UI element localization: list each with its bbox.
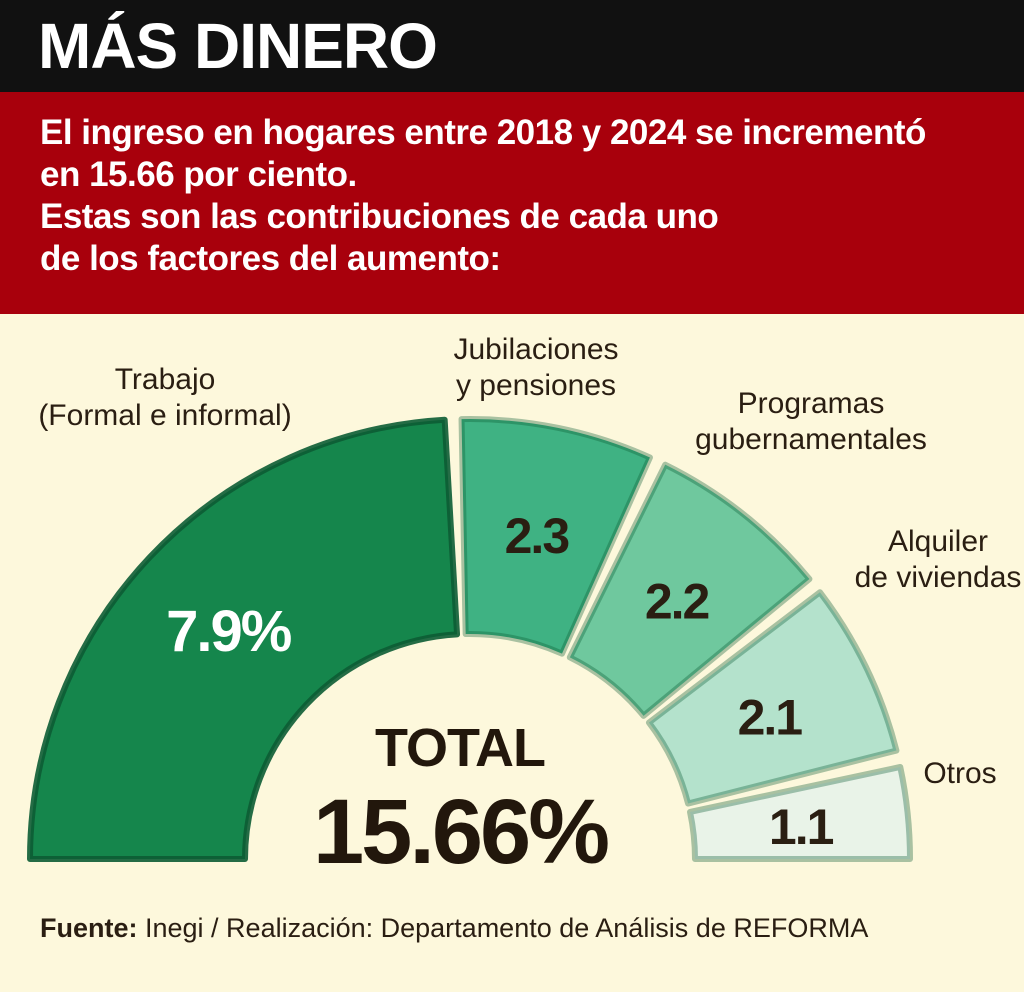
subtitle: El ingreso en hogares entre 2018 y 2024 … [40, 112, 1000, 280]
subtitle-line: El ingreso en hogares entre 2018 y 2024 … [40, 113, 926, 152]
subtitle-line: en 15.66 por ciento. [40, 155, 357, 194]
total-value: 15.66% [312, 781, 610, 883]
source-text: Inegi / Realización: Departamento de Aná… [137, 913, 869, 943]
category-label-alquiler: Alquiler de viviendas [854, 525, 1022, 594]
value-label-otros: 1.1 [769, 799, 834, 855]
category-label-trabajo: Trabajo (Formal e informal) [38, 363, 292, 432]
category-label-otros: Otros [923, 757, 997, 790]
source-label: Fuente: [40, 913, 138, 943]
value-label-jubilaciones: 2.3 [505, 508, 569, 564]
slice-alquiler [645, 589, 900, 807]
value-label-trabajo: 7.9% [166, 599, 292, 664]
chart-svg: 7.9% 2.3 2.2 2.1 1.1 [27, 416, 913, 862]
page-title: MÁS DINERO [38, 10, 438, 82]
source-note: Fuente: Inegi / Realización: Departament… [40, 910, 868, 946]
total-label: TOTAL [375, 718, 546, 778]
slice-otros [687, 763, 913, 862]
value-label-programas: 2.2 [645, 573, 709, 629]
slice-trabajo [27, 416, 461, 862]
slice-programas [566, 461, 813, 719]
value-label-alquiler: 2.1 [738, 689, 803, 745]
slice-jubilaciones [458, 416, 653, 657]
subtitle-line: de los factores del aumento: [40, 239, 501, 278]
category-label-programas: Programas gubernamentales [695, 387, 927, 456]
category-label-jubilaciones: Jubilaciones y pensiones [453, 333, 619, 402]
subtitle-bar [0, 92, 1024, 314]
subtitle-line: Estas son las contribuciones de cada uno [40, 197, 719, 236]
semicircle-chart: 7.9% 2.3 2.2 2.1 1.1 Trabajo (Formal e infor… [0, 314, 1024, 914]
title-bar [0, 0, 1024, 92]
